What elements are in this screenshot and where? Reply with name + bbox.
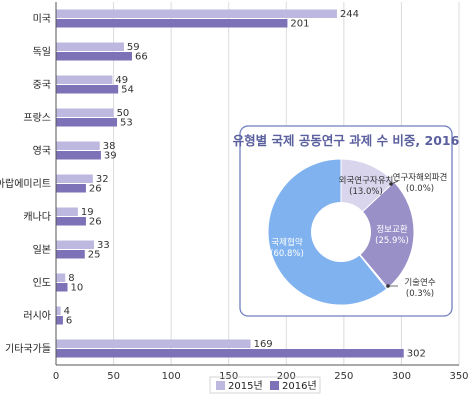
x-tick-label: 50: [107, 371, 120, 382]
category-label: 아랍에미리트: [0, 177, 51, 190]
value-labels: 2442015966495450533839322619263325810461…: [64, 9, 426, 360]
slice-value: (13.0%): [349, 187, 383, 197]
x-tick-label: 0: [53, 371, 59, 382]
value-label: 32: [96, 174, 109, 185]
legend-frame: [209, 376, 321, 394]
category-label: 캐나다: [23, 211, 51, 223]
legend: 2015년 2016년: [209, 376, 321, 394]
donut-title: 유형별 국제 공동연구 과제 수 비중, 2016: [233, 133, 460, 148]
value-label: 6: [66, 316, 72, 327]
bar: [56, 174, 93, 183]
value-label: 50: [117, 108, 130, 119]
slice-value: (0.3%): [406, 289, 434, 299]
slice-name: 기술연수: [404, 278, 435, 288]
category-label: 러시아: [23, 310, 51, 322]
donut-slice: [340, 181, 415, 289]
category-label: 미국: [33, 13, 51, 25]
value-label: 54: [121, 85, 134, 96]
bar: [56, 108, 114, 117]
x-tick-label: 200: [277, 371, 296, 382]
bar: [56, 9, 337, 18]
bar: [56, 273, 66, 282]
bar: [56, 207, 78, 216]
x-tick-label: 350: [449, 371, 468, 382]
x-tick-label: 100: [162, 371, 181, 382]
donut-hole: [311, 202, 371, 262]
bar: [56, 75, 113, 84]
category-label: 프랑스: [23, 112, 51, 124]
bar: [56, 250, 85, 259]
value-label: 59: [127, 42, 140, 53]
value-label: 19: [81, 207, 94, 218]
bar: [56, 240, 94, 249]
bar: [56, 141, 100, 150]
slice-value: (0.0%): [406, 184, 434, 194]
bar: [56, 217, 86, 226]
legend-label: 2015년: [228, 380, 263, 392]
slice-name: 외국연구자유치: [339, 175, 394, 186]
legend-swatch: [270, 381, 279, 390]
bar: [56, 339, 251, 348]
slice-name: 정보교환: [376, 224, 407, 235]
value-label: 39: [104, 151, 117, 162]
category-label: 중국: [33, 79, 51, 91]
category-label: 인도: [33, 277, 51, 289]
category-label: 일본: [33, 244, 51, 256]
bar: [56, 85, 119, 94]
value-label: 201: [290, 19, 309, 30]
bar: [56, 306, 61, 315]
value-label: 302: [407, 349, 426, 360]
x-tick-label: 300: [392, 371, 411, 382]
x-tick-label: 150: [219, 371, 238, 382]
value-label: 33: [97, 240, 110, 251]
callout-line: [390, 180, 399, 185]
bar: [56, 42, 124, 51]
x-tick-labels: 0 50 100 150 200 250 300 350: [53, 371, 469, 382]
bar: [56, 52, 132, 61]
slice-name: 국제협약: [271, 237, 302, 248]
slice-name: 연구자해외파견: [393, 172, 448, 183]
bar: [56, 151, 101, 160]
bar: [56, 184, 86, 193]
value-label: 25: [88, 250, 101, 261]
bar: [56, 19, 288, 28]
bar: [56, 283, 68, 292]
value-label: 244: [340, 9, 359, 20]
value-label: 53: [120, 118, 133, 129]
x-tick-label: 250: [334, 371, 353, 382]
legend-swatch: [216, 381, 225, 390]
value-label: 66: [135, 52, 148, 63]
value-label: 26: [89, 217, 102, 228]
value-label: 26: [89, 184, 102, 195]
slice-value: (25.9%): [375, 236, 409, 246]
bar: [56, 316, 63, 325]
value-label: 8: [68, 273, 74, 284]
category-label: 독일: [33, 46, 51, 58]
legend-label: 2016년: [282, 380, 317, 392]
value-label: 10: [71, 283, 84, 294]
category-label: 기타국가들: [5, 343, 51, 355]
value-label: 38: [103, 141, 116, 152]
bar: [56, 349, 404, 358]
value-label: 169: [254, 339, 273, 350]
donut-labels: 외국연구자유치(13.0%) 연구자해외파견(0.0%) 정보교환(25.9%) 기술…: [270, 172, 447, 299]
category-label: 영국: [33, 145, 51, 157]
value-label: 49: [115, 75, 128, 86]
value-label: 4: [64, 306, 70, 317]
donut-inset: 유형별 국제 공동연구 과제 수 비중, 2016 외국연구자유치(13.0%)…: [233, 125, 460, 317]
bar: [56, 118, 118, 127]
slice-value: (60.8%): [270, 249, 304, 259]
bar-series: [56, 9, 404, 358]
